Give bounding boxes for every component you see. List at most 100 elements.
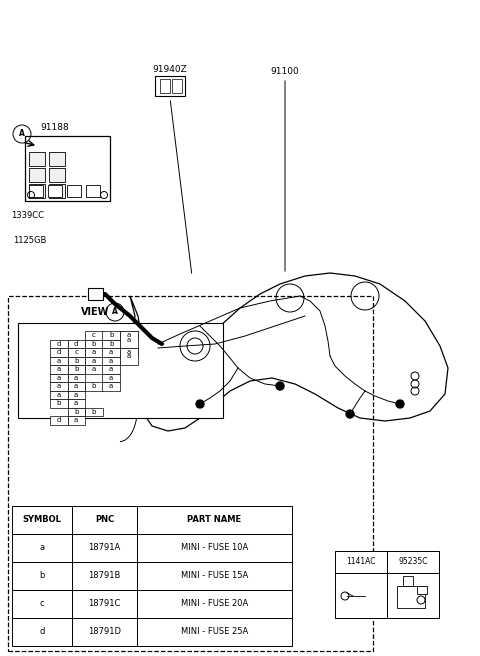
Bar <box>397 586 425 608</box>
Bar <box>29 152 45 166</box>
Bar <box>68 390 85 399</box>
Bar <box>137 562 292 590</box>
Text: a: a <box>109 366 113 372</box>
Bar <box>72 534 137 562</box>
Bar <box>72 506 137 534</box>
Text: a: a <box>109 358 113 363</box>
Text: 18791D: 18791D <box>88 628 121 636</box>
Text: d: d <box>57 417 61 423</box>
Bar <box>417 586 427 594</box>
Text: a: a <box>92 358 96 363</box>
Text: b: b <box>92 383 96 389</box>
Text: MINI - FUSE 15A: MINI - FUSE 15A <box>181 571 248 581</box>
Text: d: d <box>57 340 61 347</box>
Text: a: a <box>109 383 113 389</box>
Text: b: b <box>92 409 96 415</box>
Bar <box>67 185 81 197</box>
Bar <box>48 185 62 197</box>
Text: a: a <box>74 392 78 398</box>
Circle shape <box>346 410 354 418</box>
Bar <box>103 348 120 356</box>
Text: a: a <box>57 383 61 389</box>
Bar <box>50 340 68 348</box>
Bar <box>403 576 413 586</box>
Text: a: a <box>74 417 78 423</box>
Text: d: d <box>57 349 61 356</box>
Bar <box>12 618 72 646</box>
Text: A: A <box>19 129 25 138</box>
Text: a: a <box>109 375 113 380</box>
Text: MINI - FUSE 10A: MINI - FUSE 10A <box>181 544 248 552</box>
Circle shape <box>396 400 404 408</box>
Text: b: b <box>74 409 78 415</box>
Text: 91100: 91100 <box>271 66 300 75</box>
Text: PNC: PNC <box>95 516 114 525</box>
Text: a: a <box>57 358 61 363</box>
Text: 1125GB: 1125GB <box>13 237 47 245</box>
Bar <box>50 373 68 382</box>
Text: MINI - FUSE 25A: MINI - FUSE 25A <box>181 628 248 636</box>
Bar <box>72 590 137 618</box>
Bar <box>172 79 182 93</box>
Text: a: a <box>127 354 131 359</box>
Bar <box>335 551 387 573</box>
Bar <box>137 618 292 646</box>
Bar <box>85 382 103 390</box>
Bar <box>12 562 72 590</box>
Text: 18791A: 18791A <box>88 544 120 552</box>
Text: c: c <box>74 349 78 356</box>
Bar <box>137 534 292 562</box>
Text: a: a <box>39 544 45 552</box>
Bar <box>68 399 85 407</box>
Text: 18791B: 18791B <box>88 571 120 581</box>
Bar <box>335 573 387 618</box>
Text: 1141AC: 1141AC <box>346 558 376 567</box>
Bar <box>85 356 103 365</box>
Text: a: a <box>127 332 131 338</box>
Text: a: a <box>127 349 131 356</box>
Bar <box>8 296 373 651</box>
Circle shape <box>276 382 284 390</box>
Text: b: b <box>57 400 61 406</box>
Bar <box>68 365 85 373</box>
Bar <box>49 184 65 198</box>
Text: 18791C: 18791C <box>88 600 120 609</box>
Bar <box>155 76 185 96</box>
Text: b: b <box>109 332 113 338</box>
Bar <box>88 288 103 300</box>
Bar <box>50 382 68 390</box>
Bar <box>85 331 103 340</box>
Text: a: a <box>92 349 96 356</box>
Text: SYMBOL: SYMBOL <box>23 516 61 525</box>
Text: b: b <box>92 340 96 347</box>
Bar <box>120 331 137 340</box>
Text: 1339CC: 1339CC <box>12 211 45 220</box>
Circle shape <box>196 400 204 408</box>
Bar <box>50 365 68 373</box>
Text: VIEW: VIEW <box>81 307 109 317</box>
Text: b: b <box>74 366 78 372</box>
Text: b: b <box>109 340 113 347</box>
Bar <box>68 407 85 416</box>
Bar <box>120 348 137 365</box>
Bar <box>103 356 120 365</box>
Bar <box>68 373 85 382</box>
Bar <box>387 551 439 573</box>
Bar <box>103 331 120 340</box>
Bar <box>25 136 110 201</box>
Bar <box>68 382 85 390</box>
Text: a: a <box>92 366 96 372</box>
Bar <box>103 365 120 373</box>
Text: b: b <box>39 571 45 581</box>
Bar <box>103 340 120 348</box>
Text: a: a <box>57 366 61 372</box>
Bar <box>85 340 103 348</box>
Bar <box>86 185 100 197</box>
Bar <box>50 399 68 407</box>
Bar <box>120 331 137 348</box>
Bar <box>103 382 120 390</box>
Bar <box>68 348 85 356</box>
Bar <box>137 590 292 618</box>
Text: 91188: 91188 <box>41 123 70 133</box>
Bar <box>72 562 137 590</box>
